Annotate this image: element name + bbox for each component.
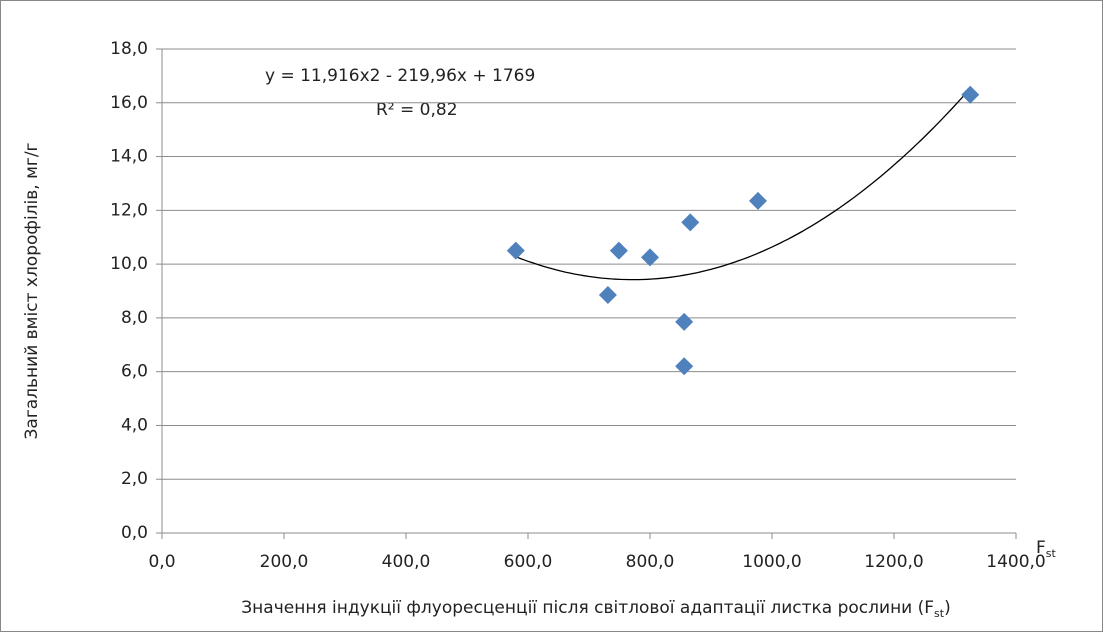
y-tick-label: 14,0 xyxy=(110,147,148,167)
y-tick-label: 12,0 xyxy=(110,200,148,220)
y-tick-label: 18,0 xyxy=(110,39,148,59)
x-axis-label: Значення індукції флуоресценції після св… xyxy=(241,598,950,620)
x-tick-label: 1200,0 xyxy=(864,552,923,572)
y-tick-label: 2,0 xyxy=(121,469,148,489)
point xyxy=(748,191,767,210)
point xyxy=(681,213,700,232)
x-tick-label: 800,0 xyxy=(626,552,675,572)
y-tick-label: 6,0 xyxy=(121,362,148,382)
x-label-text: Значення індукції флуоресценції після св… xyxy=(241,598,934,618)
x-symbol-sub: st xyxy=(1046,547,1057,560)
point xyxy=(609,241,628,260)
x-label-end: ) xyxy=(944,598,951,618)
y-tick-label: 4,0 xyxy=(121,415,148,435)
y-tick-label: 10,0 xyxy=(110,254,148,274)
point xyxy=(675,312,694,331)
r-squared: R² = 0,82 xyxy=(376,100,458,120)
x-label-sub: st xyxy=(934,607,945,620)
x-tick-label: 200,0 xyxy=(260,552,309,572)
y-axis-label: Загальний вміст хлорофілів, мг/г xyxy=(22,142,42,439)
point xyxy=(961,85,980,104)
x-tick-label: 400,0 xyxy=(382,552,431,572)
y-tick-label: 0,0 xyxy=(121,523,148,543)
point xyxy=(641,248,659,267)
point xyxy=(506,241,525,260)
x-symbol-text: F xyxy=(1036,538,1046,558)
point xyxy=(598,286,617,305)
x-axis-symbol: Fst xyxy=(1036,538,1057,560)
x-tick-label: 600,0 xyxy=(504,552,553,572)
trend-equation: y = 11,916x2 - 219,96x + 1769 xyxy=(265,66,535,86)
y-tick-label: 16,0 xyxy=(110,93,148,113)
point xyxy=(675,357,694,376)
x-tick-label: 1400,0 xyxy=(986,552,1045,572)
x-tick-label: 0,0 xyxy=(148,552,175,572)
trendline xyxy=(515,88,971,281)
y-tick-label: 8,0 xyxy=(121,308,148,328)
x-tick-label: 1000,0 xyxy=(742,552,801,572)
